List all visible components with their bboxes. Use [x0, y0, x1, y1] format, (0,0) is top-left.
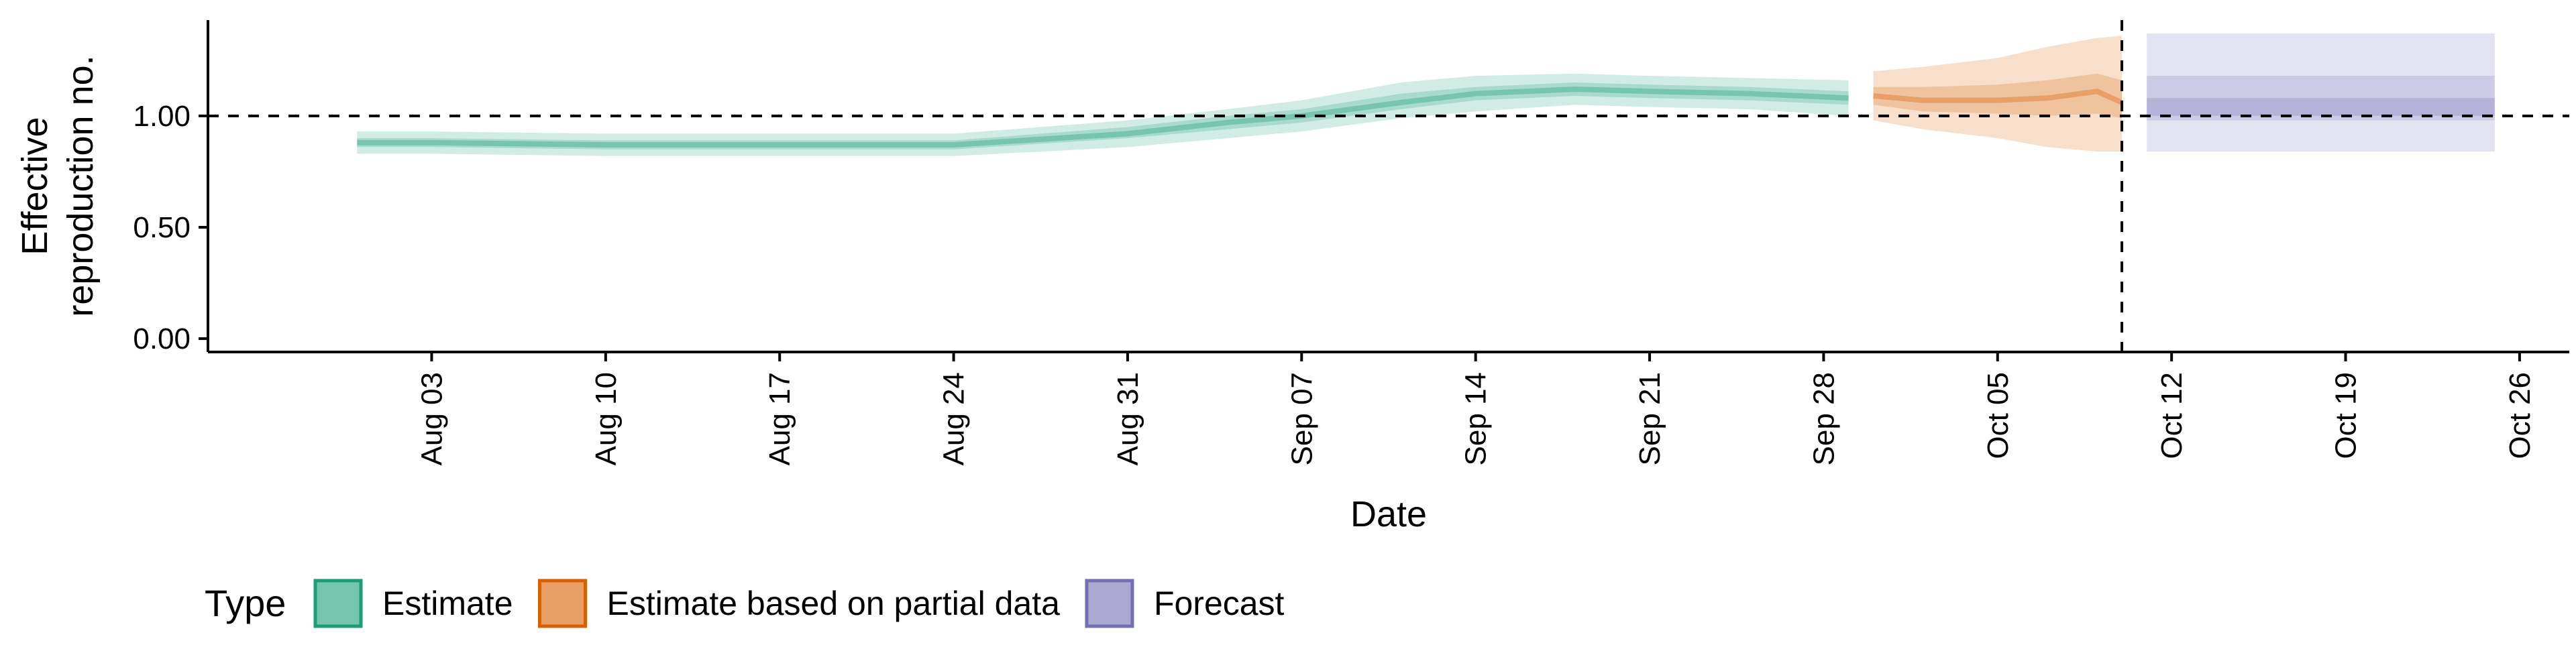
y-axis-title-line: reproduction no. [60, 55, 101, 316]
reference-lines [208, 20, 2569, 352]
legend: Type Estimate Estimate based on partial da… [205, 579, 1285, 628]
x-tick-label: Aug 17 [763, 372, 796, 465]
y-tick-label: 0.50 [133, 211, 191, 244]
legend-key-forecast [1085, 579, 1134, 628]
legend-key-estimate [313, 579, 363, 628]
estimate-band-50 [357, 82, 1849, 150]
y-axis-title-line: Effective [15, 117, 55, 255]
forecast-band-90 [2147, 33, 2495, 152]
x-tick-label: Aug 31 [1112, 372, 1144, 465]
x-tick-label: Oct 19 [2330, 372, 2363, 459]
x-axis-title: Date [1350, 494, 1427, 534]
x-tick-label: Sep 21 [1633, 372, 1666, 465]
axes [207, 20, 2569, 353]
legend-title: Type [205, 582, 286, 624]
x-axis-ticks: Aug 03 Aug 10 Aug 17 Aug 24 Aug 31 Sep 07 Sep … [415, 352, 2536, 465]
y-tick-label: 1.00 [133, 100, 191, 133]
x-tick-label: Oct 26 [2504, 372, 2536, 459]
legend-label-estimate-based-on-partial-data: Estimate based on partial data [607, 585, 1061, 622]
legend-key-estimate-based-on-partial-data [538, 579, 588, 628]
forecast-band-outer [2147, 76, 2495, 121]
median-lines [357, 86, 2123, 148]
legend-label-estimate: Estimate [382, 585, 513, 622]
estimate-band-90 [357, 73, 1849, 156]
x-tick-label: Sep 14 [1460, 372, 1493, 465]
x-tick-label: Aug 10 [590, 372, 623, 465]
x-tick-label: Oct 05 [1982, 372, 2015, 459]
x-tick-label: Aug 03 [415, 372, 448, 465]
estimate-based-on-partial-data-band-50 [1873, 73, 2123, 119]
y-tick-label: 0.00 [133, 322, 191, 355]
estimate-based-on-partial-data-band-90 [1873, 36, 2123, 152]
x-tick-label: Sep 07 [1285, 372, 1318, 465]
estimate-based-on-partial-data-median-line [1873, 89, 2123, 105]
x-tick-label: Sep 28 [1807, 372, 1840, 465]
y-axis-title: Effective reproduction no. [15, 55, 101, 316]
y-axis-ticks: 0.00 0.50 1.00 [133, 100, 208, 355]
legend-label-forecast: Forecast [1154, 585, 1285, 622]
x-tick-label: Oct 12 [2155, 372, 2188, 459]
uncertainty-bands [357, 33, 2495, 156]
forecast-band-50 [2147, 98, 2495, 116]
estimate-median-line [357, 86, 1849, 148]
x-tick-label: Aug 24 [938, 372, 971, 465]
